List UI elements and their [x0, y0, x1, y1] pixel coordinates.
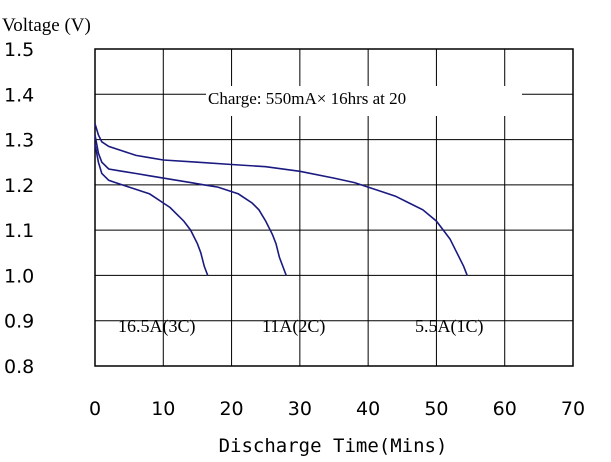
y-axis-label: Voltage (V): [2, 15, 91, 36]
plot-frame: [94, 48, 574, 367]
x-tick-labels: 0 10 20 30 40 50 60 70: [89, 398, 585, 420]
series-label: 5.5A(1C): [415, 316, 484, 337]
series-group: [94, 123, 468, 276]
y-tick-label: 1.3: [4, 130, 34, 152]
y-tick-labels: 1.5 1.4 1.3 1.2 1.1 1.0 0.9 0.8: [4, 39, 34, 378]
y-tick-label: 0.9: [4, 311, 34, 333]
y-tick-label: 1.5: [4, 39, 34, 61]
series-line-0: [94, 143, 209, 276]
series-line-1: [94, 134, 287, 276]
x-tick-label: 50: [424, 398, 448, 420]
y-tick-label: 1.4: [4, 84, 34, 106]
x-tick-label: 40: [356, 398, 380, 420]
y-tick-label: 1.2: [4, 175, 34, 197]
y-tick-label: 0.8: [4, 356, 34, 378]
series-label: 11A(2C): [262, 316, 325, 337]
y-tick-label: 1.0: [4, 265, 34, 287]
x-tick-label: 10: [151, 398, 175, 420]
series-labels: 16.5A(3C) 11A(2C) 5.5A(1C): [118, 316, 484, 337]
y-tick-label: 1.1: [4, 220, 34, 242]
x-tick-label: 20: [219, 398, 243, 420]
charge-annotation: Charge: 550mA× 16hrs at 20: [208, 89, 406, 108]
x-axis-label: Discharge Time(Mins): [219, 435, 448, 457]
x-tick-label: 70: [561, 398, 585, 420]
x-tick-label: 60: [493, 398, 517, 420]
x-tick-label: 30: [288, 398, 312, 420]
series-line-2: [94, 123, 468, 276]
annotation-backdrop: [206, 86, 522, 116]
series-label: 16.5A(3C): [118, 316, 196, 337]
x-tick-label: 0: [89, 398, 101, 420]
